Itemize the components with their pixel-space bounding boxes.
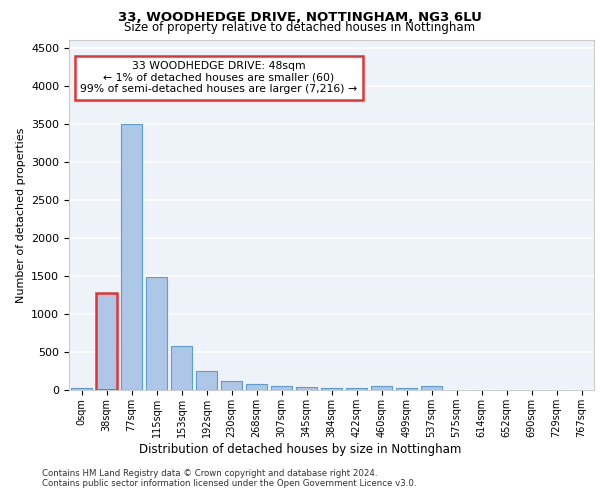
Bar (171, 346, 192, 390)
Text: Size of property relative to detached houses in Nottingham: Size of property relative to detached ho… (124, 22, 476, 35)
Bar (396, 388, 417, 390)
Bar (221, 381, 242, 390)
Text: Contains HM Land Registry data © Crown copyright and database right 2024.: Contains HM Land Registry data © Crown c… (42, 468, 377, 477)
Bar (271, 386, 292, 390)
Text: Contains public sector information licensed under the Open Government Licence v3: Contains public sector information licen… (42, 478, 416, 488)
Bar (71, 388, 92, 390)
Y-axis label: Number of detached properties: Number of detached properties (16, 128, 26, 302)
Bar (371, 386, 392, 390)
Bar (321, 388, 342, 390)
Bar (146, 278, 167, 390)
Bar (96, 294, 117, 390)
Bar (296, 387, 317, 390)
Bar (421, 386, 442, 390)
Text: Distribution of detached houses by size in Nottingham: Distribution of detached houses by size … (139, 442, 461, 456)
Text: 33 WOODHEDGE DRIVE: 48sqm
← 1% of detached houses are smaller (60)
99% of semi-d: 33 WOODHEDGE DRIVE: 48sqm ← 1% of detach… (80, 61, 357, 94)
Text: 33, WOODHEDGE DRIVE, NOTTINGHAM, NG3 6LU: 33, WOODHEDGE DRIVE, NOTTINGHAM, NG3 6LU (118, 11, 482, 24)
Bar (121, 124, 142, 390)
Bar (246, 384, 267, 390)
Bar (196, 371, 217, 390)
Bar (346, 388, 367, 390)
